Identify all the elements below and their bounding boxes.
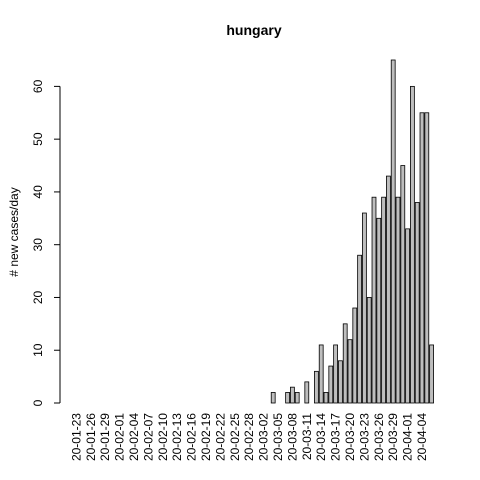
bar-20-03-18 <box>338 360 343 404</box>
x-tick-label: 20-03-02 <box>257 413 271 461</box>
x-tick-label: 20-03-05 <box>271 413 285 461</box>
bar-20-03-23 <box>362 212 367 404</box>
x-tick-label: 20-03-26 <box>372 413 386 461</box>
bar-20-03-11 <box>304 381 310 404</box>
y-tick-label: 60 <box>31 79 45 93</box>
y-tick-label: 0 <box>31 399 45 406</box>
x-tick-label: 20-04-04 <box>415 413 429 461</box>
bar-20-03-04 <box>270 392 276 404</box>
y-axis-label: # new cases/day <box>7 187 21 276</box>
x-tick-label: 20-02-16 <box>185 413 199 461</box>
x-tick-label: 20-03-08 <box>285 413 299 461</box>
bar-20-04-04 <box>419 112 425 404</box>
y-tick-label: 40 <box>31 185 45 199</box>
y-axis: 0 10 20 30 40 50 60 <box>31 79 61 406</box>
y-tick-label: 50 <box>31 132 45 146</box>
x-tick-label: 20-02-19 <box>199 413 213 461</box>
bar-20-03-25 <box>371 196 377 404</box>
bar-20-03-24 <box>366 297 372 404</box>
bar-20-04-05 <box>424 112 430 404</box>
bar-20-03-16 <box>328 365 334 404</box>
bar-20-03-27 <box>381 196 386 404</box>
bar-20-03-09 <box>294 392 300 404</box>
bar-20-03-29 <box>390 59 396 404</box>
x-tick-label: 20-03-14 <box>314 413 328 461</box>
y-tick-label: 10 <box>31 343 45 357</box>
bar-20-03-26 <box>376 217 382 404</box>
x-tick-label: 20-02-25 <box>228 413 242 461</box>
bar-20-04-03 <box>414 202 420 404</box>
bar-20-03-28 <box>386 175 391 404</box>
x-tick-label: 20-03-20 <box>343 413 357 461</box>
bar-20-03-31 <box>400 165 406 404</box>
x-axis: 20-01-23 20-01-26 20-01-29 20-02-01 20-02-04… <box>69 413 429 461</box>
bar-20-03-19 <box>342 323 348 404</box>
x-tick-label: 20-03-29 <box>386 413 400 461</box>
x-tick-label: 20-02-01 <box>113 413 127 461</box>
x-tick-label: 20-01-29 <box>98 413 112 461</box>
x-tick-label: 20-02-04 <box>127 413 141 461</box>
bars-group <box>270 59 434 404</box>
bar-20-03-30 <box>395 196 401 404</box>
x-tick-label: 20-02-07 <box>141 413 155 461</box>
x-tick-label: 20-03-17 <box>329 413 343 461</box>
bar-20-03-17 <box>333 344 338 404</box>
bar-20-04-06 <box>429 344 434 404</box>
x-tick-label: 20-02-28 <box>242 413 256 461</box>
bar-20-03-08 <box>290 386 295 404</box>
y-tick-label: 30 <box>31 238 45 252</box>
bar-20-03-20 <box>347 339 353 404</box>
x-tick-label: 20-04-01 <box>401 413 415 461</box>
bar-20-03-14 <box>318 344 324 404</box>
bar-20-03-21 <box>352 307 358 404</box>
x-tick-label: 20-02-13 <box>170 413 184 461</box>
bar-20-03-22 <box>357 254 362 404</box>
bar-20-03-07 <box>285 392 290 404</box>
x-tick-label: 20-01-23 <box>69 413 83 461</box>
x-tick-label: 20-03-11 <box>300 413 314 460</box>
x-tick-label: 20-01-26 <box>84 413 98 461</box>
bar-20-03-15 <box>323 392 329 404</box>
bar-20-04-02 <box>410 85 415 404</box>
bar-20-04-01 <box>405 228 410 404</box>
chart-title: hungary <box>226 22 281 38</box>
x-tick-label: 20-03-23 <box>357 413 371 461</box>
y-tick-label: 20 <box>31 290 45 304</box>
bar-20-03-13 <box>314 370 319 404</box>
x-tick-label: 20-02-22 <box>213 413 227 461</box>
x-tick-label: 20-02-10 <box>156 413 170 461</box>
